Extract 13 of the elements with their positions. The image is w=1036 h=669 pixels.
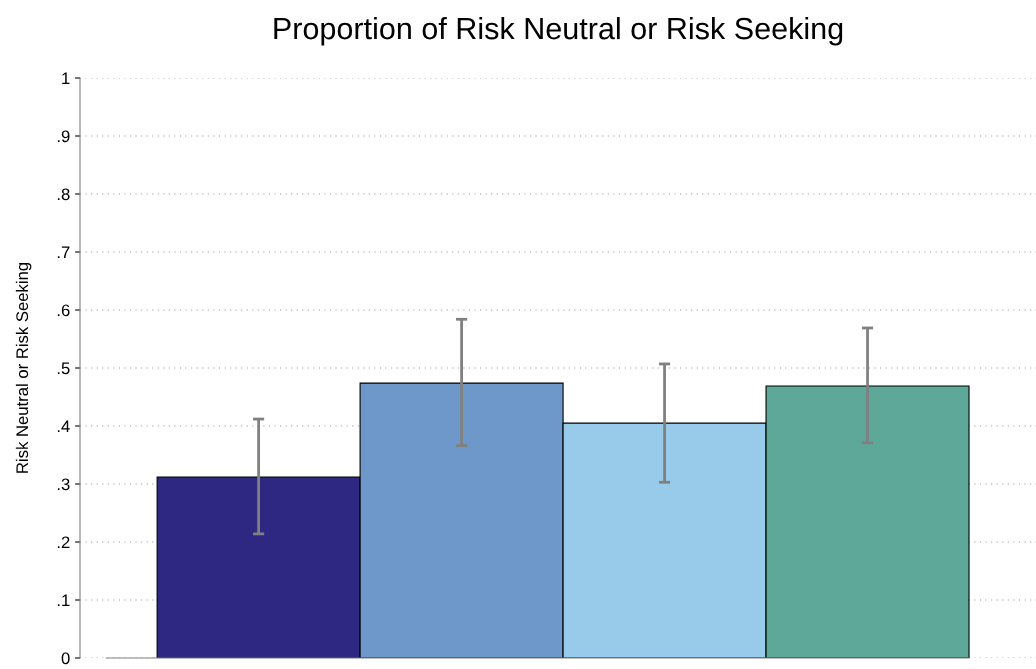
y-tick-label: .9 xyxy=(57,130,70,143)
y-tick-label: .3 xyxy=(57,478,70,491)
y-tick-label: .5 xyxy=(57,362,70,375)
y-tick-label: .7 xyxy=(57,246,70,259)
y-axis-title: Risk Neutral or Risk Seeking xyxy=(15,263,32,473)
y-tick-label: .2 xyxy=(57,536,70,549)
y-tick-label: .8 xyxy=(57,188,70,201)
y-tick-label: .6 xyxy=(57,304,70,317)
chart-title: Proportion of Risk Neutral or Risk Seeking xyxy=(274,16,843,46)
y-tick-label: .1 xyxy=(57,594,70,607)
y-tick-label: 1 xyxy=(62,72,70,85)
y-tick-label: 0 xyxy=(61,652,70,665)
y-tick-label: .4 xyxy=(57,420,70,433)
